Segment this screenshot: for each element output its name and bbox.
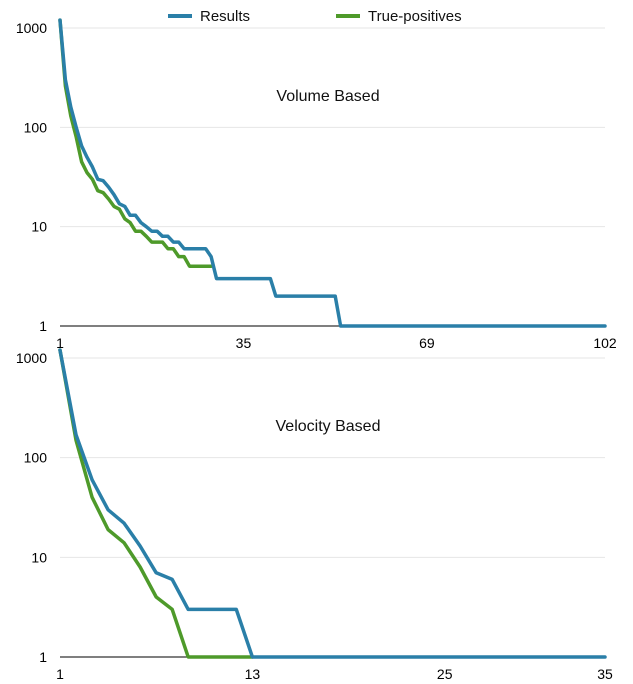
volume-based-x-tick-label: 35 [236,335,252,351]
velocity-based-x-tick-label: 25 [437,666,453,682]
velocity-based-y-tick-label: 100 [24,450,48,466]
volume-based-y-tick-label: 1 [39,318,47,334]
velocity-based-y-tick-label: 1000 [16,350,47,366]
legend: Results True-positives [168,8,462,25]
volume-based-x-tick-label: 69 [419,335,435,351]
velocity-based-x-tick-label: 1 [56,666,64,682]
velocity-based-y-tick-label: 1 [39,649,47,665]
legend-label-true-positives: True-positives [368,8,462,25]
chart-title-velocity-based: Velocity Based [276,418,381,435]
velocity-based-series-line-results [58,348,607,659]
velocity-based-x-tick-label: 13 [245,666,261,682]
volume-based-series-line-true-positives [58,18,213,268]
volume-based-y-tick-label: 1000 [16,20,47,36]
chart-volume-based: Volume Based 1000 100 10 11 35 69 102 [16,18,617,351]
volume-based-series-line-results [58,18,607,328]
velocity-based-x-tick-label: 35 [597,666,613,682]
volume-based-y-tick-label: 100 [24,119,48,135]
volume-based-y-tick-label: 10 [31,219,47,235]
legend-label-results: Results [200,8,250,25]
velocity-based-series-line-true-positives [58,348,255,659]
volume-based-x-tick-label: 102 [593,335,617,351]
chart-title-volume-based: Volume Based [276,88,379,105]
chart-velocity-based: Velocity Based 1000 100 10 11 13 25 35 [16,348,613,682]
volume-based-x-tick-label: 1 [56,335,64,351]
velocity-based-y-tick-label: 10 [31,549,47,565]
